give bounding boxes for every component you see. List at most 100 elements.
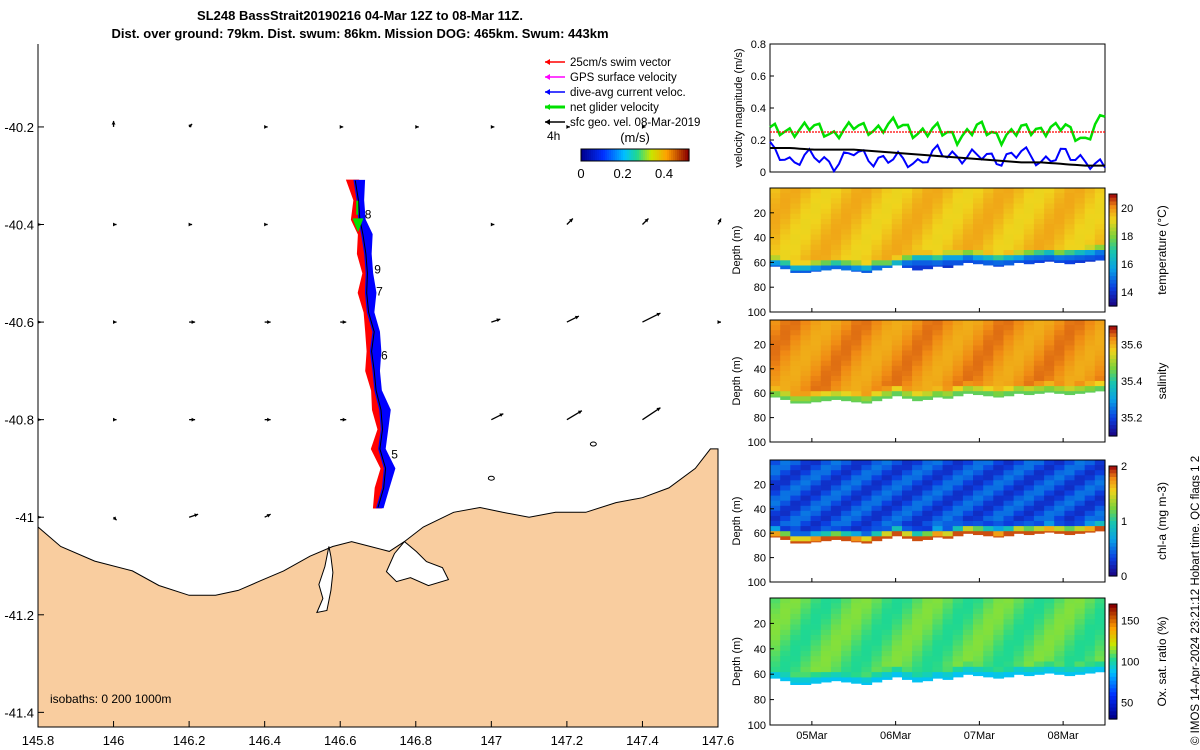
section-cell	[1084, 635, 1096, 641]
section-cell	[780, 613, 791, 620]
section-cell	[942, 203, 954, 210]
section-cell	[962, 624, 974, 631]
section-cell	[861, 386, 873, 392]
section-y-tick-label: 20	[754, 339, 766, 351]
section-cell	[993, 598, 1005, 604]
section-cell	[932, 340, 944, 346]
section-cell	[993, 320, 1005, 326]
section-cell	[1064, 635, 1076, 641]
section-cell	[1094, 239, 1106, 246]
section-cell	[861, 213, 873, 220]
colorbar-cell	[631, 149, 634, 161]
section-cell	[1044, 391, 1055, 393]
section-cell	[973, 470, 984, 476]
section-cell	[790, 470, 802, 476]
section-cell	[881, 460, 893, 466]
section-cell	[800, 188, 812, 194]
section-cell	[993, 360, 1005, 367]
section-cell	[1084, 350, 1096, 357]
section-cell	[871, 677, 883, 683]
section-cell	[881, 335, 893, 341]
section-cell	[922, 198, 934, 205]
section-cell	[912, 188, 923, 194]
section-cell	[1084, 650, 1096, 657]
section-cell	[912, 666, 923, 673]
section-cell	[770, 340, 781, 346]
current-vector-head	[415, 125, 419, 129]
section-cell	[820, 244, 832, 251]
section-cell	[952, 645, 964, 652]
section-cell	[1054, 203, 1065, 210]
section-cell	[1033, 624, 1045, 631]
section-cell	[983, 239, 994, 246]
section-cell	[790, 401, 802, 404]
section-cell	[973, 386, 984, 392]
section-cell	[1003, 598, 1015, 604]
section-y-tick-label: 100	[748, 577, 766, 589]
current-velocity-band	[353, 179, 396, 509]
section-cell	[820, 340, 832, 346]
section-cell	[932, 485, 944, 492]
section-x-tick-label: 07Mar	[964, 730, 996, 742]
section-cell	[932, 531, 944, 537]
section-cell	[1013, 250, 1025, 256]
section-cell	[1013, 340, 1025, 346]
section-cell	[932, 360, 944, 367]
section-cell	[1044, 613, 1055, 620]
section-cell	[820, 370, 832, 377]
section-cell	[861, 340, 873, 346]
section-colorbar-cell	[1109, 669, 1117, 674]
section-cell	[810, 475, 822, 481]
section-cell	[962, 244, 974, 251]
section-cell	[830, 490, 842, 497]
legend-arrow-head	[545, 89, 550, 95]
section-cell	[1003, 645, 1015, 652]
section-cell	[1013, 619, 1025, 626]
section-cell	[820, 208, 832, 215]
section-colorbar-cell	[1109, 711, 1117, 716]
section-cell	[983, 193, 994, 199]
section-cell	[1074, 515, 1086, 522]
section-cell	[1074, 250, 1086, 256]
section-cell	[1084, 375, 1096, 382]
section-cell	[983, 608, 994, 615]
section-cell	[830, 645, 842, 652]
section-cell	[841, 396, 852, 402]
section-colorbar-cell	[1109, 495, 1117, 500]
section-cell	[1003, 381, 1015, 387]
section-cell	[1094, 475, 1106, 481]
section-cell	[952, 340, 964, 346]
section-cell	[830, 666, 842, 673]
section-cell	[902, 661, 913, 668]
section-cell	[942, 391, 954, 397]
section-cell	[942, 495, 954, 502]
section-cell	[962, 350, 974, 357]
section-cell	[922, 526, 934, 532]
current-vector-head	[717, 218, 722, 223]
section-cell	[1023, 219, 1035, 225]
section-colorbar-tick-label: 35.6	[1121, 339, 1142, 351]
section-cell	[881, 260, 893, 267]
section-cell	[841, 470, 852, 476]
section-cell	[983, 350, 994, 357]
section-colorbar-cell	[1109, 381, 1117, 386]
section-colorbar-cell	[1109, 488, 1117, 493]
section-cell	[942, 381, 954, 387]
section-cell	[922, 661, 934, 668]
section-x-tick-label: 05Mar	[796, 730, 828, 742]
section-cell	[973, 635, 984, 641]
section-cell	[993, 485, 1005, 492]
section-cell	[1074, 213, 1086, 220]
section-cell	[942, 490, 954, 497]
section-cell	[851, 250, 862, 256]
section-cell	[891, 635, 903, 641]
section-cell	[993, 229, 1005, 236]
section-cell	[1074, 370, 1086, 377]
section-cell	[942, 340, 954, 346]
section-cell	[780, 360, 791, 367]
section-cell	[780, 229, 791, 236]
section-cell	[1013, 613, 1025, 620]
colorbar-time-label: 4h	[547, 129, 560, 143]
